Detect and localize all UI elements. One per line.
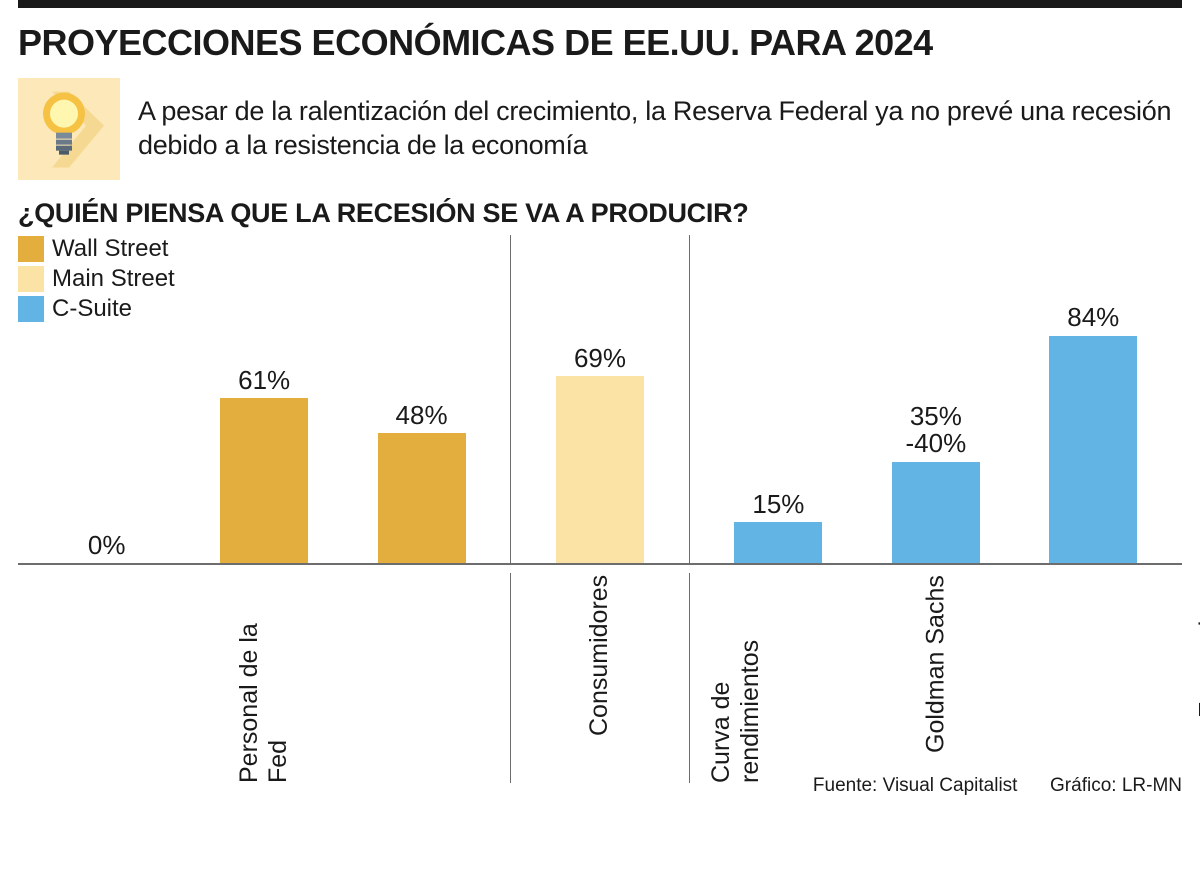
intro-row: A pesar de la ralentización del crecimie…	[18, 78, 1182, 180]
bar-slot: 61%	[185, 367, 342, 563]
bar-slot: 69%	[521, 345, 678, 563]
label-group: Personal de la FedCurva de rendimientosE…	[18, 573, 510, 783]
bar-slot: 15%	[700, 491, 857, 563]
bar-slot: 84%	[1015, 304, 1172, 563]
bar-slot: 35%-40%	[857, 403, 1014, 563]
bar	[734, 522, 822, 563]
lightbulb-icon	[18, 78, 120, 180]
source-line: Fuente: Visual Capitalist Gráfico: LR-MN	[813, 775, 1182, 797]
source-value: Visual Capitalist	[883, 775, 1018, 796]
chart-plot: 0% 61% 48% 69% 15% 35%-40% 84%	[18, 235, 1182, 565]
bar	[892, 462, 980, 563]
main-title: PROYECCIONES ECONÓMICAS DE EE.UU. PARA 2…	[18, 22, 1182, 64]
grafico-value: LR-MN	[1122, 775, 1182, 796]
chart: Wall StreetMain StreetC-Suite 0%61%48%69…	[18, 235, 1182, 795]
bar-value: 15%	[752, 491, 804, 518]
bar-value: 48%	[396, 402, 448, 429]
intro-text: A pesar de la ralentización del crecimie…	[138, 95, 1182, 163]
bar-group: 15% 35%-40% 84%	[689, 235, 1182, 563]
grafico-label: Gráfico:	[1050, 775, 1117, 796]
bar-value: 0%	[88, 532, 126, 559]
bar-group: 69%	[510, 235, 688, 563]
bar-value: 69%	[574, 345, 626, 372]
bar-slot: 48%	[343, 402, 500, 563]
bar	[556, 376, 644, 563]
category-label: Bank of America	[1172, 573, 1200, 783]
category-label: Personal de la Fed	[28, 573, 500, 783]
source-label: Fuente:	[813, 775, 877, 796]
bar-value: 84%	[1067, 304, 1119, 331]
bar	[1049, 336, 1137, 563]
label-group: Consumidores	[510, 573, 688, 783]
bar	[378, 433, 466, 563]
bar-group: 0% 61% 48%	[18, 235, 510, 563]
category-labels: Personal de la FedCurva de rendimientosE…	[18, 573, 1182, 783]
bar-slot: 0%	[28, 532, 185, 563]
category-label: Goldman Sachs	[700, 573, 1172, 783]
bar-value: 61%	[238, 367, 290, 394]
subtitle: ¿QUIÉN PIENSA QUE LA RECESIÓN SE VA A PR…	[18, 198, 1182, 229]
label-group: Goldman SachsBank of AmericaCEO's	[689, 573, 1182, 783]
bar-value: 35%-40%	[905, 403, 966, 458]
bar	[220, 398, 308, 563]
category-label: Consumidores	[521, 573, 678, 783]
top-rule	[18, 0, 1182, 8]
